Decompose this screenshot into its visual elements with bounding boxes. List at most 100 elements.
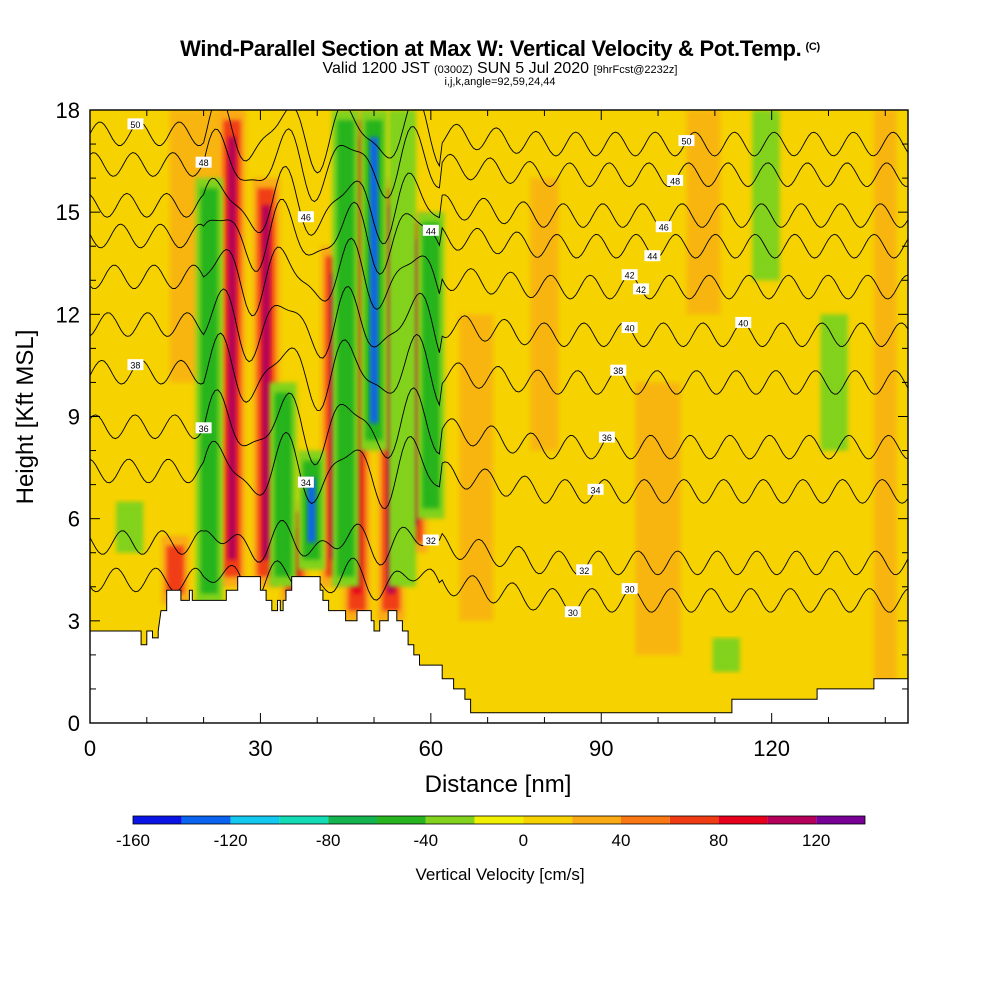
contour-label-bg [195,422,212,434]
downdraft-mid [121,511,139,543]
colorbar-swatch [279,816,329,824]
colorbar-swatch [767,816,817,824]
contour-label-bg [655,221,672,233]
theta-contour-32 [90,520,908,576]
colorbar-swatch [523,816,573,824]
contour-label: 42 [636,285,646,295]
contour-label-bg [127,118,144,130]
contour-label: 46 [301,213,311,223]
colorbar-tick-label: -160 [116,831,150,850]
y-tick-label: 6 [68,507,80,532]
valid-utc: (0300Z) [434,64,473,76]
y-tick-label: 15 [56,200,80,225]
contour-label-bg [297,211,314,223]
x-axis-label: Distance [nm] [425,771,572,798]
contour-label: 48 [670,176,680,186]
valid-date: SUN 5 Jul 2020 [477,60,590,77]
valid-prefix: Valid 1200 JST [322,60,430,77]
y-tick-label: 0 [68,711,80,736]
colorbar-title: Vertical Velocity [cm/s] [415,865,584,884]
y-tick-label: 3 [68,609,80,634]
contour-label-bg [621,321,638,333]
colorbar-swatch [816,816,865,824]
colorbar-tick-label: 80 [709,831,728,850]
contour-label-bg [633,283,650,295]
contour-label-bg [587,483,604,495]
contour-label: 40 [625,323,635,333]
colorbar-swatch [669,816,719,824]
contour-label: 36 [199,424,209,434]
colorbar: -160 -120 -80 -40 0 40 80 120 Vertical Velocity … [116,815,866,884]
x-tick-label: 120 [753,736,790,761]
colorbar-swatch [718,816,768,824]
contour-label-bg [678,135,695,147]
contour-label: 30 [568,608,578,618]
forecast-tag: [9hrFcst@2232z] [593,64,678,76]
colorbar-swatch [425,816,475,824]
theta-contour-42 [90,237,908,317]
contour-label-bg [667,174,684,186]
theta-contour-38 [90,332,908,411]
colorbar-swatch [572,816,621,824]
downdraft-core [307,477,316,543]
y-tick-label: 9 [68,405,80,430]
contour-label-bg [621,583,638,595]
colorbar-swatch [474,816,524,824]
colorbar-tick-label: -120 [214,831,248,850]
contour-label-bg [195,156,212,168]
contour-label: 38 [130,361,140,371]
contour-label-bg [127,359,144,371]
downdraft-core [341,137,350,560]
contour-label-bg [576,564,593,576]
contour-label-bg [564,606,581,618]
colorbar-tick-label: 120 [802,831,830,850]
contour-label: 40 [738,318,748,328]
chart-params: i,j,k,angle=92,59,24,44 [444,76,556,88]
contour-label: 32 [579,566,589,576]
weak-updraft-band [459,314,494,621]
theta-contour-48 [90,126,908,203]
contour-label: 38 [613,366,623,376]
colorbar-swatch [230,816,280,824]
contour-label: 50 [130,120,140,130]
contour-label: 48 [199,158,209,168]
theta-contour-40 [90,285,908,363]
chart-subtitle-valid: Valid 1200 JST (0300Z) SUN 5 Jul 2020 [9… [0,60,1000,78]
colorbar-tick-label: 40 [612,831,631,850]
x-tick-label: 0 [84,736,96,761]
contour-label: 44 [426,226,436,236]
copyright-mark: (C) [805,41,820,53]
x-tick-label: 30 [248,736,272,761]
weak-updraft-band [873,110,897,689]
contour-label: 30 [625,585,635,595]
contour-label-bg [610,364,627,376]
colorbar-swatch [133,816,182,824]
terrain [90,576,908,723]
colorbar-swatch [181,816,231,824]
downdraft-core [370,137,379,424]
contour-label: 34 [301,478,311,488]
downdraft-core [205,205,214,577]
colorbar-swatch [328,816,377,824]
x-tick-label: 90 [589,736,613,761]
contour-label: 32 [426,536,436,546]
contour-label-bg [422,224,439,236]
downdraft-mid [717,648,735,662]
downdraft-core [279,409,288,560]
contour-label: 42 [625,271,635,281]
colorbar-frame [132,815,866,825]
theta-contour-46 [90,165,908,245]
weak-updraft-band [530,178,559,451]
theta-contour-50 [90,110,908,174]
contour-label-bg [621,269,638,281]
contour-label-bg [297,476,314,488]
contour-label: 44 [647,252,657,262]
y-axis-label: Height [Kft MSL] [12,330,39,505]
contour-label: 46 [659,223,669,233]
colorbar-tick-label: 0 [519,831,528,850]
contour-label: 34 [591,485,601,495]
updraft-core [228,137,236,560]
